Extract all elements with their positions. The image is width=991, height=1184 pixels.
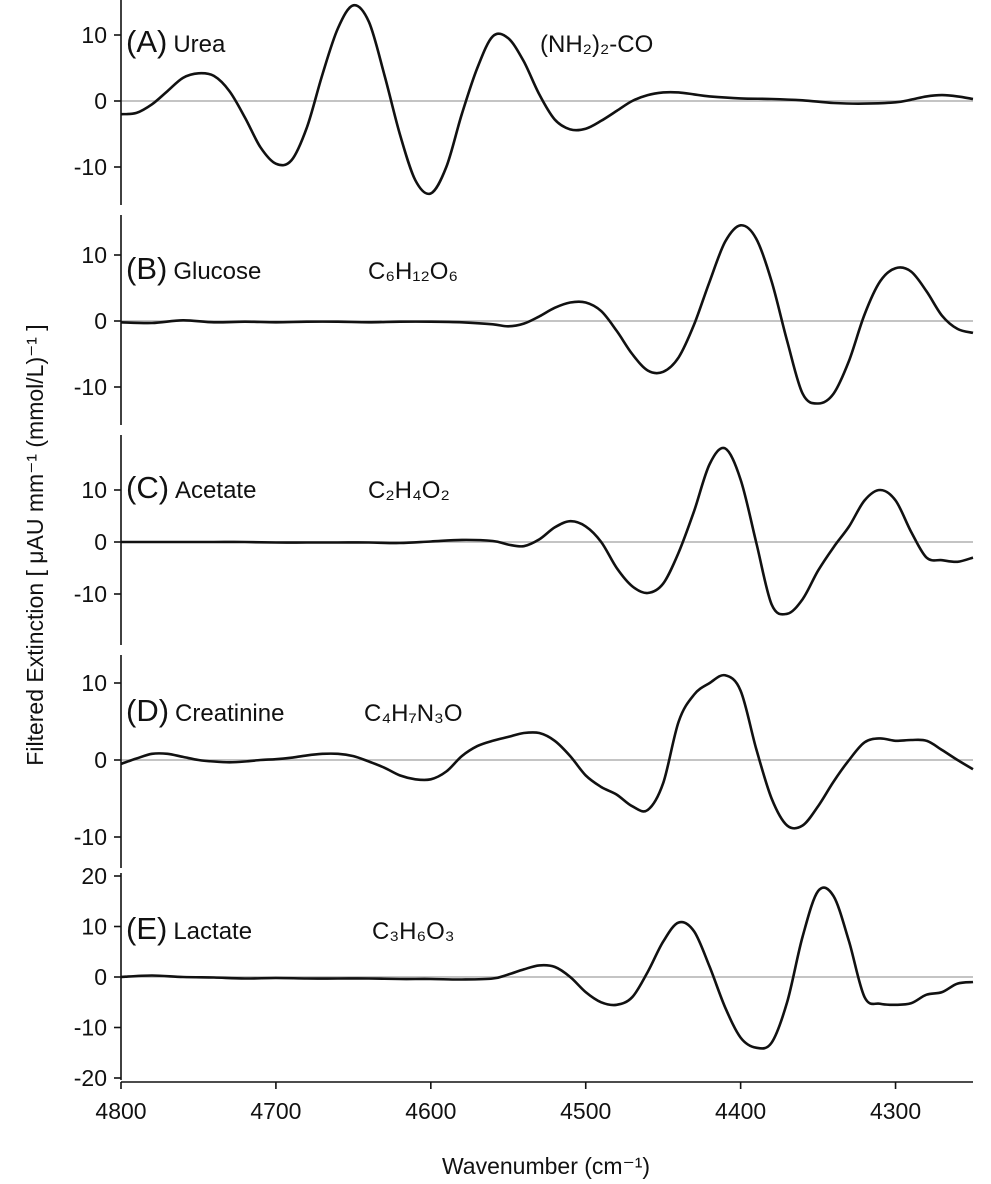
- y-tick-label: 10: [81, 914, 107, 940]
- panel-urea: 10 0 -10 (A) Urea (NH₂)₂-CO: [74, 0, 974, 205]
- y-axis-title: Filtered Extinction [ μAU mm⁻¹ (mmol/L)⁻…: [22, 324, 48, 765]
- panel-formula: C₆H₁₂O₆: [368, 258, 458, 285]
- panel-lactate: 20 10 0 -10 -20 (E) Lactate C₃H₆O₃: [74, 863, 974, 1091]
- panel-label: (D) Creatinine: [126, 693, 284, 728]
- spectrum-line-acetate: [120, 446, 974, 616]
- y-tick-label: -10: [74, 1015, 107, 1041]
- panel-label: (E) Lactate: [126, 911, 252, 946]
- x-tick-label: 4400: [715, 1098, 766, 1124]
- x-axis-title: Wavenumber (cm⁻¹): [442, 1153, 650, 1179]
- y-tick-label: 0: [94, 308, 107, 334]
- spectrum-line-glucose: [120, 223, 974, 405]
- panel-letter: (A): [126, 24, 167, 59]
- y-tick-label: -10: [74, 154, 107, 180]
- y-tick-label: -10: [74, 581, 107, 607]
- spectrum-line-creatinine: [120, 673, 974, 830]
- panel-compound-name: Creatinine: [175, 700, 284, 727]
- y-tick-label: 10: [81, 242, 107, 268]
- panel-formula: C₄H₇N₃O: [364, 700, 462, 727]
- y-tick-label: 0: [94, 964, 107, 990]
- y-tick-label: 10: [81, 22, 107, 48]
- panel-label: (A) Urea: [126, 24, 226, 59]
- panel-letter: (C): [126, 470, 169, 505]
- y-tick-label: -20: [74, 1065, 107, 1091]
- y-tick-label: 0: [94, 747, 107, 773]
- panel-letter: (B): [126, 251, 167, 286]
- panel-letter: (E): [126, 911, 167, 946]
- x-axis: 4800 4700 4600 4500 4400 4300: [95, 1081, 973, 1124]
- panel-creatinine: 10 0 -10 (D) Creatinine C₄H₇N₃O: [74, 655, 974, 868]
- y-tick-label: -10: [74, 824, 107, 850]
- x-tick-label: 4700: [250, 1098, 301, 1124]
- y-tick-label: -10: [74, 374, 107, 400]
- panel-formula: C₃H₆O₃: [372, 918, 455, 945]
- x-tick-label: 4600: [405, 1098, 456, 1124]
- chart-panels: 10 0 -10 (A) Urea (NH₂)₂-CO 10 0 -10 (B) Glucose C₆…: [74, 0, 974, 1091]
- panel-compound-name: Glucose: [173, 258, 261, 285]
- panel-acetate: 10 0 -10 (C) Acetate C₂H₄O₂: [74, 435, 974, 645]
- x-tick-label: 4300: [870, 1098, 921, 1124]
- panel-glucose: 10 0 -10 (B) Glucose C₆H₁₂O₆: [74, 215, 974, 425]
- panel-label: (B) Glucose: [126, 251, 261, 286]
- panel-compound-name: Urea: [173, 31, 226, 58]
- panel-compound-name: Lactate: [173, 918, 252, 945]
- y-tick-label: 0: [94, 529, 107, 555]
- spectrum-line-urea: [120, 3, 974, 196]
- y-tick-label: 20: [81, 863, 107, 889]
- panel-formula: (NH₂)₂-CO: [540, 31, 653, 58]
- y-tick-label: 10: [81, 670, 107, 696]
- panel-formula: C₂H₄O₂: [368, 477, 450, 504]
- y-tick-label: 10: [81, 477, 107, 503]
- panel-compound-name: Acetate: [175, 477, 256, 504]
- x-tick-label: 4500: [560, 1098, 611, 1124]
- x-tick-label: 4800: [95, 1098, 146, 1124]
- spectrum-line-lactate: [120, 886, 974, 1050]
- panel-label: (C) Acetate: [126, 470, 256, 505]
- y-tick-label: 0: [94, 88, 107, 114]
- panel-letter: (D): [126, 693, 169, 728]
